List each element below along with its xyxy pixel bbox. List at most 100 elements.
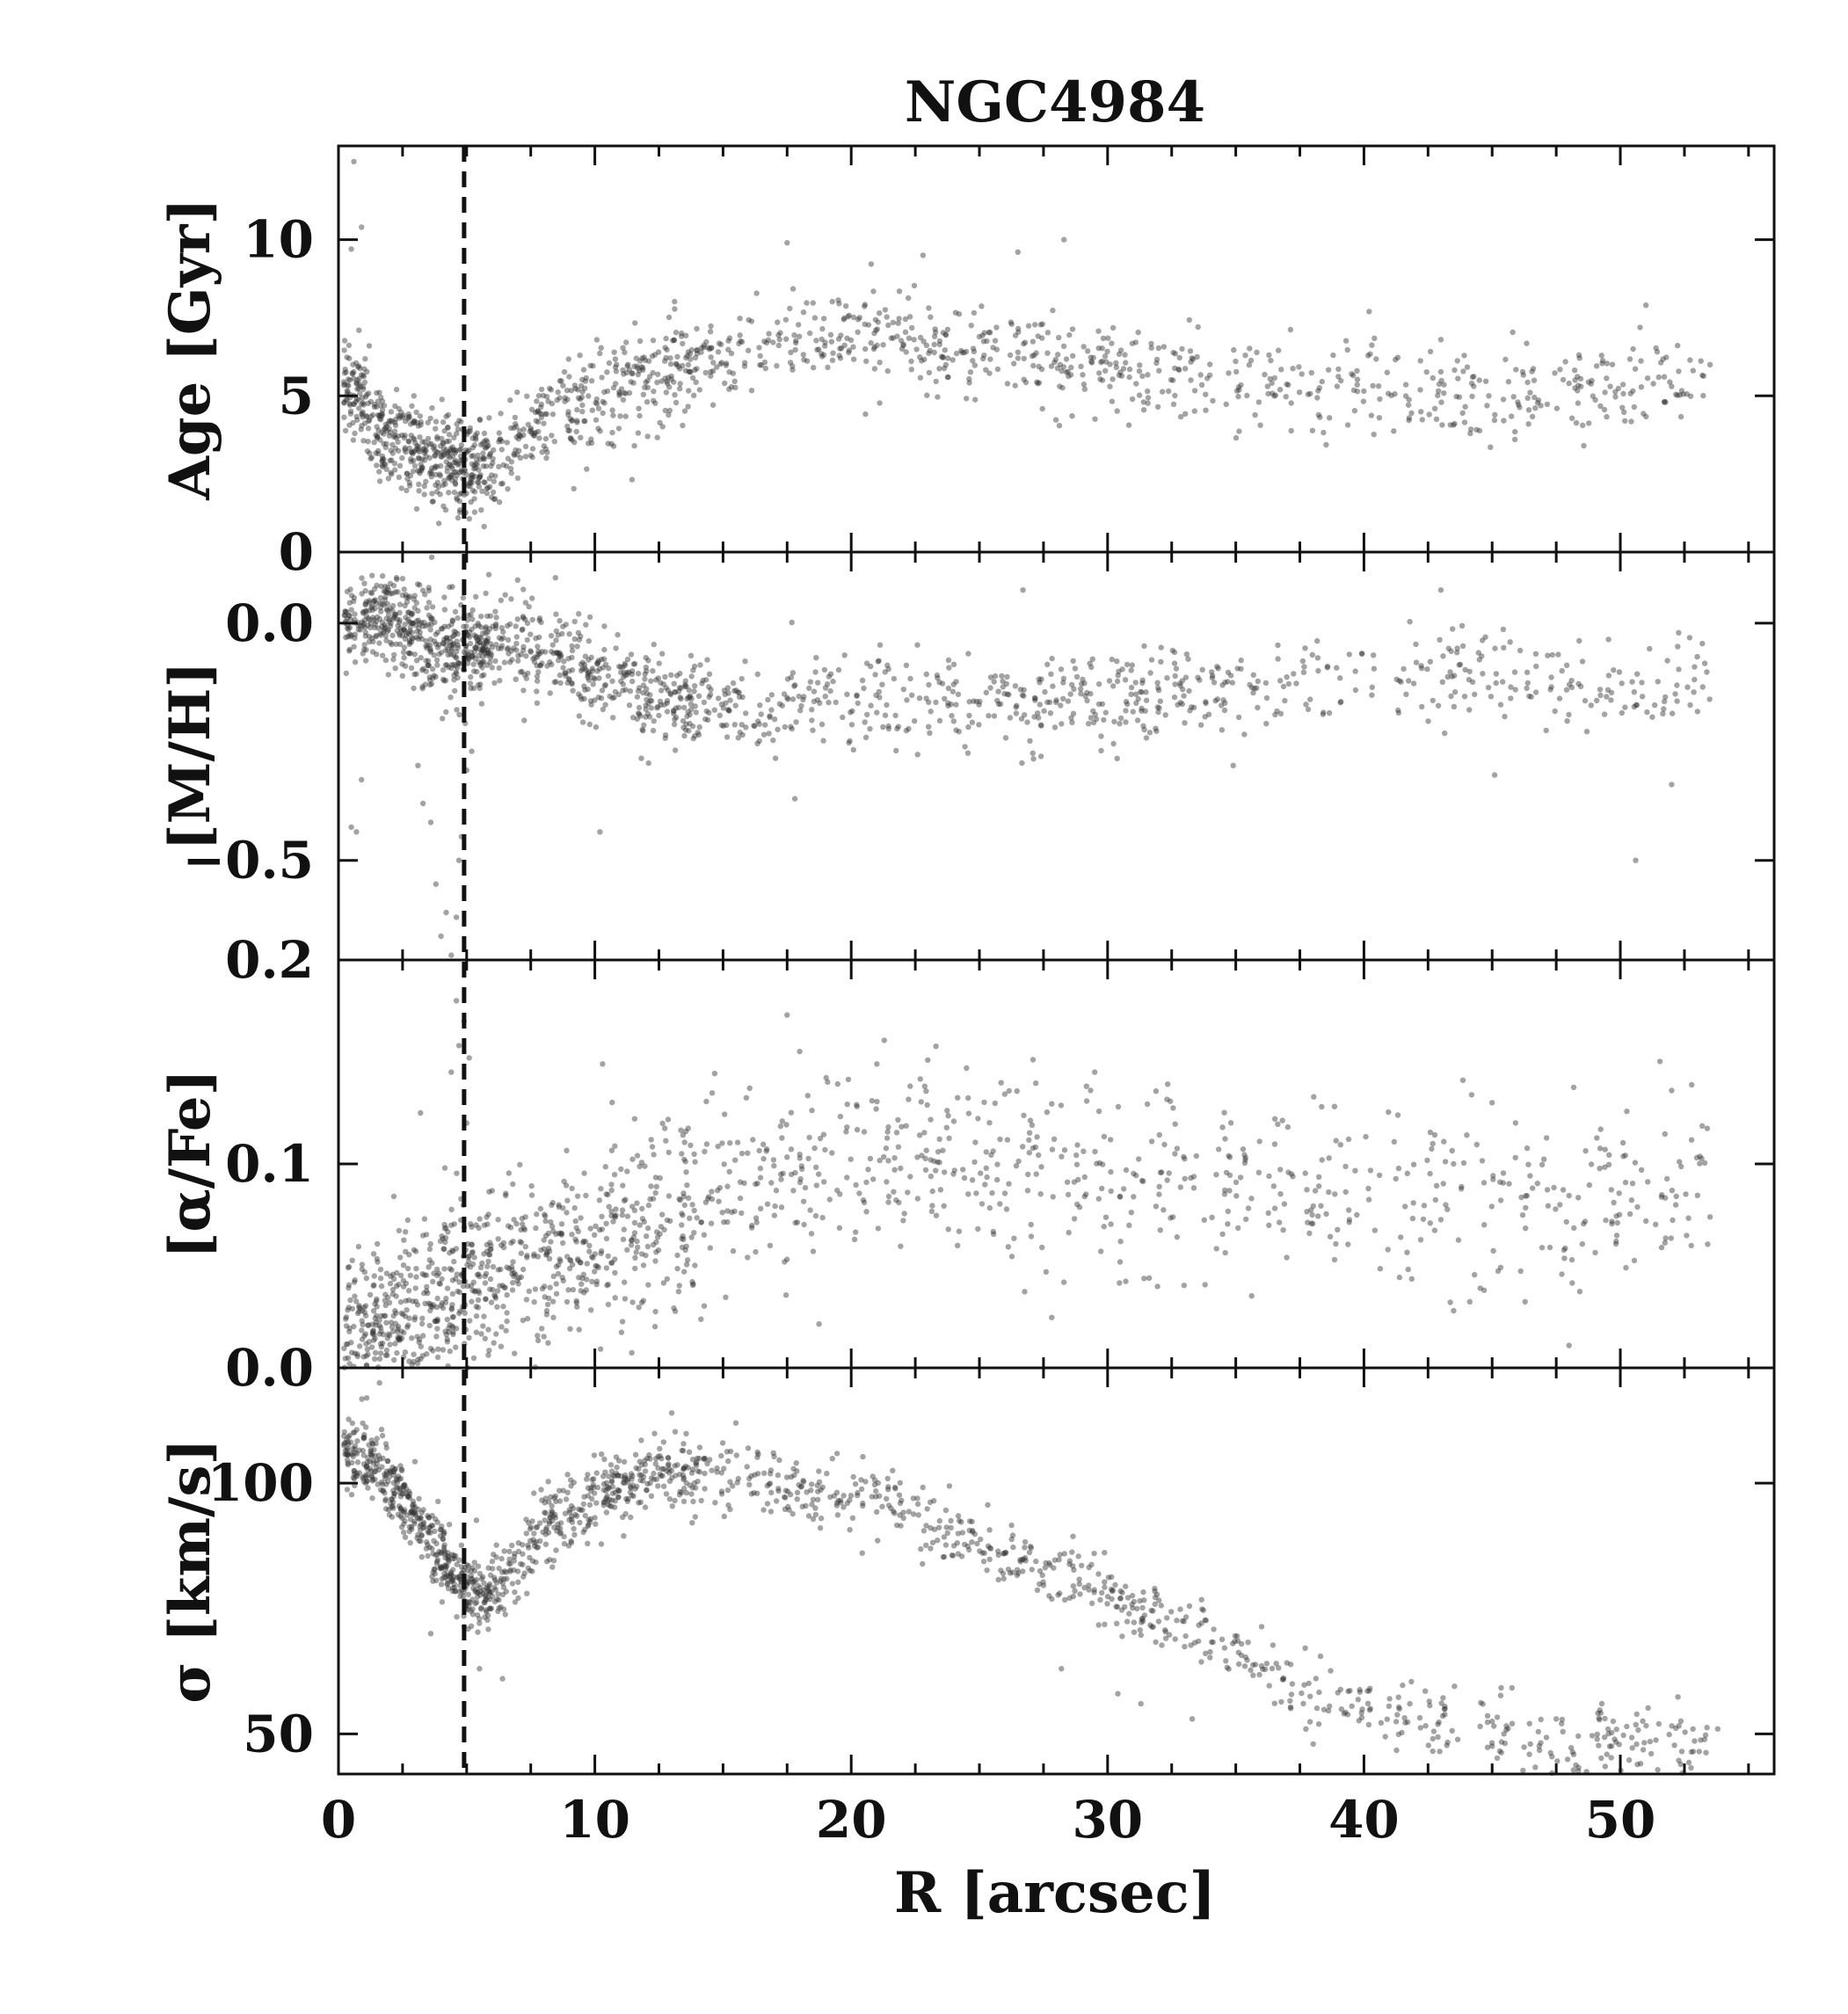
scatter-point <box>1236 428 1242 434</box>
scatter-point <box>362 608 368 614</box>
scatter-point <box>378 583 384 590</box>
scatter-point <box>704 657 710 663</box>
scatter-point <box>1039 321 1046 327</box>
scatter-point <box>829 357 836 363</box>
scatter-point <box>708 373 714 379</box>
scatter-point <box>789 363 796 369</box>
scatter-point <box>1655 679 1662 685</box>
scatter-point <box>1109 656 1116 663</box>
scatter-point <box>691 1207 697 1214</box>
scatter-point <box>538 414 544 420</box>
scatter-point <box>548 1218 554 1225</box>
scatter-point <box>418 464 426 471</box>
scatter-point <box>1231 346 1237 353</box>
scatter-point <box>1032 322 1038 328</box>
scatter-point <box>1437 587 1444 593</box>
scatter-point <box>366 390 372 396</box>
scatter-point <box>352 631 359 637</box>
scatter-point <box>791 796 798 802</box>
scatter-point <box>542 649 549 655</box>
scatter-point <box>341 381 348 388</box>
scatter-point <box>1173 665 1180 672</box>
scatter-point <box>969 1177 976 1183</box>
scatter-point <box>848 709 854 716</box>
scatter-point <box>1118 373 1125 379</box>
scatter-point <box>708 687 714 693</box>
scatter-point <box>367 598 373 604</box>
scatter-point <box>1697 1153 1703 1160</box>
scatter-point <box>623 369 630 376</box>
scatter-point <box>885 1123 891 1131</box>
scatter-point <box>1090 354 1096 361</box>
scatter-point <box>565 656 571 662</box>
scatter-point <box>628 651 635 658</box>
scatter-point <box>671 379 677 385</box>
scatter-point <box>1687 393 1694 399</box>
scatter-point <box>588 440 595 447</box>
scatter-point <box>929 1188 935 1195</box>
scatter-point <box>455 1288 461 1295</box>
scatter-point <box>1227 1120 1234 1126</box>
scatter-point <box>513 447 519 454</box>
scatter-point <box>468 685 474 692</box>
scatter-point <box>810 1248 817 1254</box>
scatter-point <box>688 1491 695 1497</box>
scatter-point <box>363 613 369 619</box>
scatter-point <box>984 338 990 345</box>
scatter-point <box>443 439 450 445</box>
scatter-point <box>1022 339 1029 345</box>
scatter-point <box>1588 381 1594 387</box>
scatter-point <box>1577 375 1584 382</box>
scatter-point <box>469 1241 475 1247</box>
scatter-point <box>607 693 613 700</box>
scatter-point <box>1099 377 1106 383</box>
scatter-point <box>797 1175 804 1182</box>
scatter-point <box>1687 357 1693 363</box>
scatter-point <box>399 632 406 639</box>
scatter-point <box>1592 396 1598 404</box>
scatter-point <box>587 1225 593 1232</box>
scatter-point <box>1012 382 1018 389</box>
scatter-point <box>404 487 410 494</box>
scatter-point <box>1116 372 1123 378</box>
scatter-point <box>452 608 459 614</box>
scatter-point <box>1037 753 1044 760</box>
scatter-point <box>836 1225 843 1232</box>
scatter-point <box>1233 1193 1240 1199</box>
scatter-point <box>688 356 694 362</box>
scatter-point <box>929 1203 935 1209</box>
scatter-point <box>1604 375 1610 382</box>
scatter-point <box>667 361 674 367</box>
scatter-point <box>484 647 491 653</box>
scatter-point <box>708 323 714 330</box>
scatter-point <box>914 752 920 758</box>
scatter-point <box>392 1341 398 1347</box>
scatter-point <box>555 389 561 396</box>
scatter-point <box>851 1236 858 1243</box>
scatter-point <box>396 1227 403 1234</box>
scatter-point <box>899 345 906 352</box>
scatter-point <box>594 668 600 674</box>
scatter-point <box>1684 684 1691 690</box>
scatter-point <box>374 404 380 410</box>
scatter-point <box>387 616 393 622</box>
scatter-point <box>1437 368 1444 375</box>
scatter-point <box>1622 418 1628 424</box>
scatter-point <box>1501 418 1507 424</box>
scatter-point <box>388 447 394 454</box>
scatter-point <box>531 433 537 439</box>
scatter-point <box>640 391 647 397</box>
scatter-point <box>354 1310 361 1317</box>
scatter-point <box>723 700 729 706</box>
scatter-point <box>1427 1170 1433 1177</box>
scatter-point <box>469 607 476 614</box>
scatter-point <box>1424 666 1430 673</box>
scatter-point <box>1580 422 1586 428</box>
scatter-point <box>1402 1203 1408 1210</box>
scatter-point <box>468 1221 474 1227</box>
scatter-point <box>522 454 529 460</box>
scatter-point <box>538 401 544 408</box>
scatter-point <box>697 662 703 668</box>
scatter-point <box>642 1468 649 1474</box>
